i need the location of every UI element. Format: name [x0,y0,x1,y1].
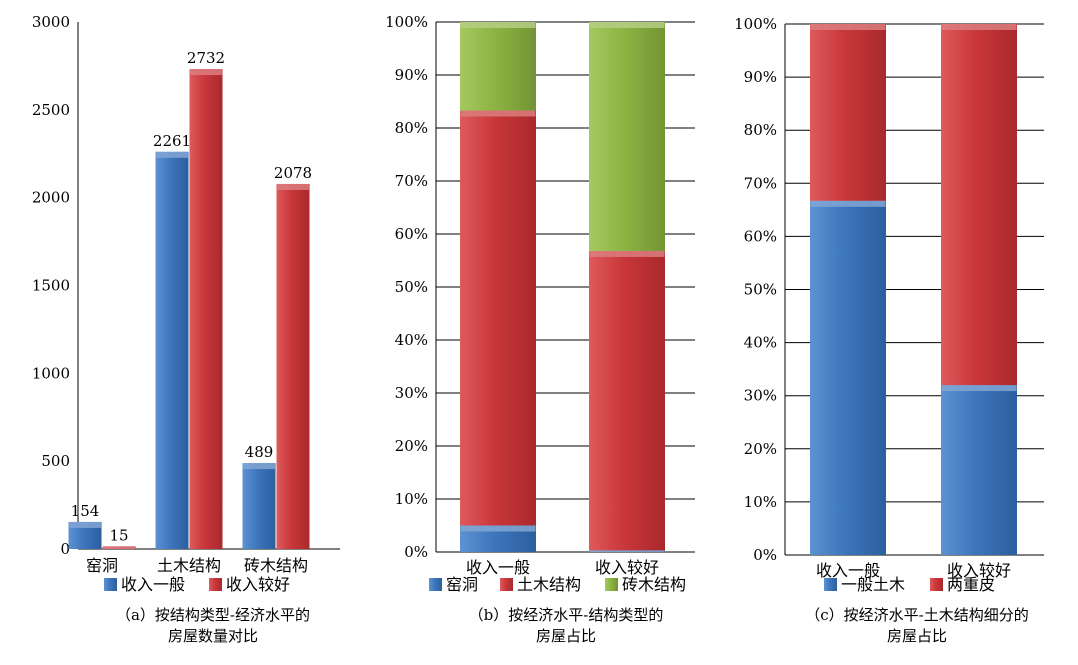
bar-segment-两重皮-收入较好 [941,24,1017,386]
bar-segment-土木结构-收入较好 [589,250,665,551]
y-tick-label: 100% [734,15,777,33]
x-tick-label: 收入较好 [947,561,1011,580]
y-tick-label: 50% [744,281,777,299]
y-tick-label: 3000 [32,13,70,31]
y-tick-label: 0% [404,543,428,561]
legend-label: 收入较好 [226,575,290,594]
bar-收入一般-砖木结构-highlight [243,463,275,470]
x-tick-label: 收入较好 [595,558,659,577]
y-tick-label: 90% [744,68,777,86]
x-tick-label: 收入一般 [816,561,880,580]
chart-b: 0% 10% 20% 30% 40% 50% 60% 70% 80% 90% 100% 收入一般 收入较… [385,13,695,645]
data-label: 2732 [187,49,225,67]
y-tick-label: 2500 [32,101,70,119]
data-label: 489 [245,443,274,461]
bar-segment-砖木结构-收入较好-highlight [589,22,665,28]
y-tick-label: 100% [385,13,428,31]
y-tick-label: 80% [395,119,428,137]
data-label: 2078 [274,164,312,182]
bar-收入较好-窑洞-highlight [103,546,135,549]
bar-收入较好-土木结构 [189,69,223,549]
legend-swatch [429,578,442,591]
bar-收入一般-土木结构 [155,151,189,549]
legend-label: 收入一般 [121,575,185,594]
y-tick-label: 80% [744,121,777,139]
y-tick-label: 70% [395,172,428,190]
y-tick-label: 2000 [32,189,70,207]
caption-line-1: （b）按经济水平-结构类型的 [469,606,664,624]
bar-segment-砖木结构-收入一般 [460,22,536,111]
data-label: 2261 [153,132,191,150]
bar-segment-一般土木-收入一般-highlight [810,200,886,207]
bar-segment-一般土木-收入一般 [810,200,886,555]
y-tick-label: 10% [744,493,777,511]
bar-收入较好-砖木结构 [276,183,310,549]
bar-segment-两重皮-收入一般-highlight [810,24,886,30]
caption-line-2: 房屋占比 [536,627,596,645]
caption-line-1: （a）按结构类型-经济水平的 [116,606,310,624]
bar-segment-一般土木-收入较好-highlight [941,385,1017,392]
y-tick-label: 60% [395,225,428,243]
data-label: 15 [109,526,128,544]
bar-segment-两重皮-收入较好-highlight [941,24,1017,30]
x-tick-label: 收入一般 [466,558,530,577]
legend-swatch [605,578,618,591]
y-tick-label: 60% [744,227,777,245]
y-tick-label: 1500 [32,277,70,295]
bar-segment-土木结构-收入一般 [460,110,536,526]
legend-swatch [209,578,222,591]
legend-swatch [500,578,513,591]
bar-segment-砖木结构-收入一般-highlight [460,22,536,28]
y-tick-label: 20% [744,440,777,458]
x-tick-label: 砖木结构 [244,556,308,575]
legend-swatch [930,578,943,591]
caption-line-2: 房屋占比 [887,627,947,645]
legend-label: 窑洞 [446,575,478,594]
legend-swatch [104,578,117,591]
bar-segment-窑洞-收入一般-highlight [460,525,536,532]
x-tick-label: 窑洞 [86,556,118,575]
legend-label: 一般土木 [841,575,905,594]
y-tick-label: 500 [41,452,70,470]
bar-segment-一般土木-收入较好 [941,385,1017,555]
y-tick-label: 1000 [32,364,70,382]
y-tick-label: 50% [395,278,428,296]
bar-收入一般-窑洞-highlight [69,521,101,528]
legend-label: 两重皮 [947,575,995,594]
y-tick-label: 40% [744,334,777,352]
y-tick-label: 90% [395,66,428,84]
caption-line-2: 房屋数量对比 [168,627,258,645]
legend-swatch [824,578,837,591]
bar-收入较好-土木结构-highlight [190,69,222,76]
bar-收入较好-砖木结构-highlight [277,183,309,190]
y-tick-label: 30% [744,387,777,405]
y-tick-label: 40% [395,331,428,349]
data-label: 154 [71,502,100,520]
caption-line-1: （c）按经济水平-土木结构细分的 [805,606,1028,624]
bar-收入一般-土木结构-highlight [156,151,188,158]
chart-a: 0 500 1000 1500 2000 2500 3000 154 15 窑洞 2261 2732 土… [32,13,340,645]
legend-label: 砖木结构 [622,575,686,594]
y-tick-label: 0% [753,546,777,564]
y-tick-label: 30% [395,384,428,402]
x-tick-label: 土木结构 [157,556,221,575]
y-tick-label: 0 [60,540,70,558]
legend-label: 土木结构 [517,575,581,594]
y-tick-label: 20% [395,437,428,455]
y-tick-label: 10% [395,490,428,508]
y-tick-label: 70% [744,174,777,192]
bar-segment-砖木结构-收入较好 [589,22,665,251]
bar-segment-土木结构-收入一般-highlight [460,110,536,117]
bar-segment-土木结构-收入较好-highlight [589,250,665,257]
chart-c: 0% 10% 20% 30% 40% 50% 60% 70% 80% 90% 100% 收入一般 收入较… [734,15,1044,645]
bar-收入一般-砖木结构 [242,463,276,549]
bar-segment-窑洞-收入较好-highlight [589,550,665,552]
bar-segment-两重皮-收入一般 [810,24,886,201]
